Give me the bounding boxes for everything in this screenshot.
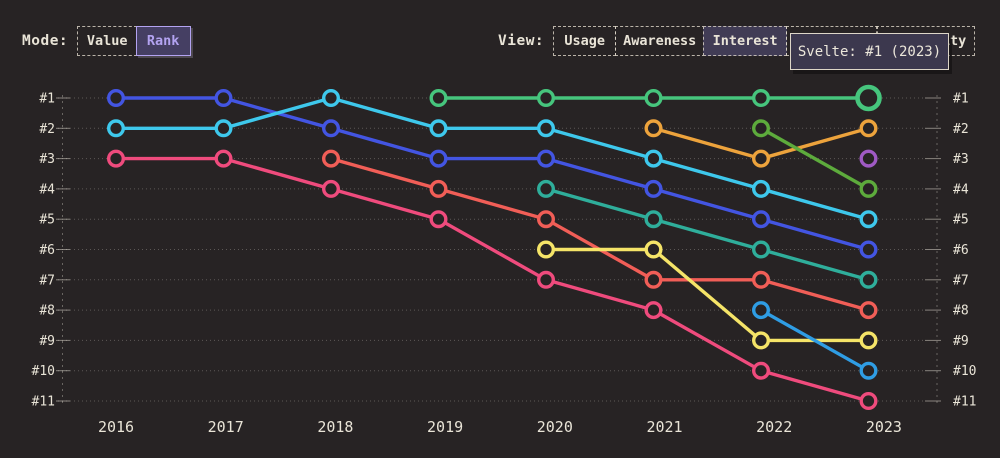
data-point-cyan-2018[interactable] [322,88,341,107]
series-line-green [759,126,871,191]
series-line-teal [544,187,871,282]
chart-tooltip-text: Svelte: #1 (2023) [797,43,942,60]
data-point-Svelte-2022[interactable] [752,88,771,107]
rank-label-left: #6 [39,243,55,258]
data-point-teal-2022[interactable] [752,240,771,259]
data-point-green-2022[interactable] [752,119,771,138]
rank-label-left: #1 [39,92,55,107]
year-label: 2022 [756,418,792,436]
year-label: 2017 [208,418,244,436]
data-point-blue-2017[interactable] [214,88,233,107]
data-point-teal-2023[interactable] [859,270,878,289]
data-point-light-blue-2022[interactable] [752,301,771,320]
rank-label-right: #1 [953,92,969,107]
rank-label-left: #8 [39,304,55,319]
data-point-Svelte-2023[interactable] [855,84,882,112]
series-line-cyan [114,96,871,221]
mode-buttons: Value Rank [77,26,191,56]
mode-label: Mode: [22,33,69,49]
data-point-teal-2020[interactable] [537,179,556,198]
rank-label-right: #10 [953,364,976,379]
data-point-Svelte-2020[interactable] [537,88,556,107]
data-point-Svelte-2019[interactable] [429,88,448,107]
data-point-red-2018[interactable] [322,149,341,168]
data-point-red-2020[interactable] [537,210,556,229]
view-option-usage[interactable]: Usage [553,26,617,56]
rank-label-right: #9 [953,334,969,349]
rank-label-left: #7 [39,273,55,288]
data-point-orange-2023[interactable] [859,119,878,138]
data-point-pink-2022[interactable] [752,361,771,380]
data-point-red-2023[interactable] [859,301,878,320]
rank-label-left: #11 [32,395,55,410]
year-label: 2021 [646,418,682,436]
data-point-blue-2020[interactable] [537,149,556,168]
data-point-cyan-2023[interactable] [859,210,878,229]
data-point-yellow-2021[interactable] [644,240,663,259]
year-label: 2019 [427,418,463,436]
data-point-pink-2016[interactable] [106,149,125,168]
data-point-pink-2020[interactable] [537,270,556,289]
data-point-yellow-2022[interactable] [752,331,771,350]
rank-label-left: #9 [39,334,55,349]
data-point-yellow-2023[interactable] [859,331,878,350]
rank-label-right: #7 [953,273,969,288]
year-label: 2023 [866,418,902,436]
rank-label-left: #3 [39,152,55,167]
series-line-red [329,156,871,312]
data-point-red-2022[interactable] [752,270,771,289]
data-point-red-2021[interactable] [644,270,663,289]
series-line-light-blue [759,308,871,373]
data-point-cyan-2019[interactable] [429,119,448,138]
data-point-purple-2023[interactable] [859,149,878,168]
data-point-pink-2018[interactable] [322,179,341,198]
data-point-blue-2021[interactable] [644,179,663,198]
year-label: 2016 [98,418,134,436]
rank-label-left: #10 [32,364,55,379]
data-point-cyan-2016[interactable] [106,119,125,138]
rank-label-right: #5 [953,213,969,228]
rank-label-right: #8 [953,304,969,319]
year-label: 2020 [537,418,573,436]
mode-option-rank[interactable]: Rank [135,26,191,56]
view-label: View: [498,33,545,49]
data-point-blue-2022[interactable] [752,210,771,229]
data-point-cyan-2021[interactable] [644,149,663,168]
year-label: 2018 [317,418,353,436]
data-point-blue-2016[interactable] [106,88,125,107]
data-point-cyan-2022[interactable] [752,179,771,198]
view-option-interest[interactable]: Interest [703,26,788,56]
rank-label-right: #4 [953,182,969,197]
data-point-blue-2018[interactable] [322,119,341,138]
mode-toggle-group: Mode: Value Rank [22,26,191,56]
rank-label-left: #5 [39,213,55,228]
data-point-cyan-2017[interactable] [214,119,233,138]
data-point-Svelte-2021[interactable] [644,88,663,107]
data-point-blue-2023[interactable] [859,240,878,259]
data-point-red-2019[interactable] [429,179,448,198]
rank-label-right: #11 [953,395,976,410]
rank-label-right: #6 [953,243,969,258]
chart-tooltip: Svelte: #1 (2023) [790,33,949,70]
data-point-blue-2019[interactable] [429,149,448,168]
data-point-green-2023[interactable] [859,179,878,198]
rank-label-left: #2 [39,122,55,137]
data-point-teal-2021[interactable] [644,210,663,229]
data-point-pink-2017[interactable] [214,149,233,168]
data-point-pink-2021[interactable] [644,301,663,320]
rank-label-right: #2 [953,122,969,137]
data-point-pink-2023[interactable] [859,392,878,411]
rank-label-right: #3 [953,152,969,167]
data-point-orange-2022[interactable] [752,149,771,168]
data-point-orange-2021[interactable] [644,119,663,138]
data-point-light-blue-2023[interactable] [859,361,878,380]
series-line-pink [114,156,871,403]
data-point-pink-2019[interactable] [429,210,448,229]
data-point-yellow-2020[interactable] [537,240,556,259]
data-point-cyan-2020[interactable] [537,119,556,138]
rank-label-left: #4 [39,182,55,197]
series-line-blue [114,96,871,252]
